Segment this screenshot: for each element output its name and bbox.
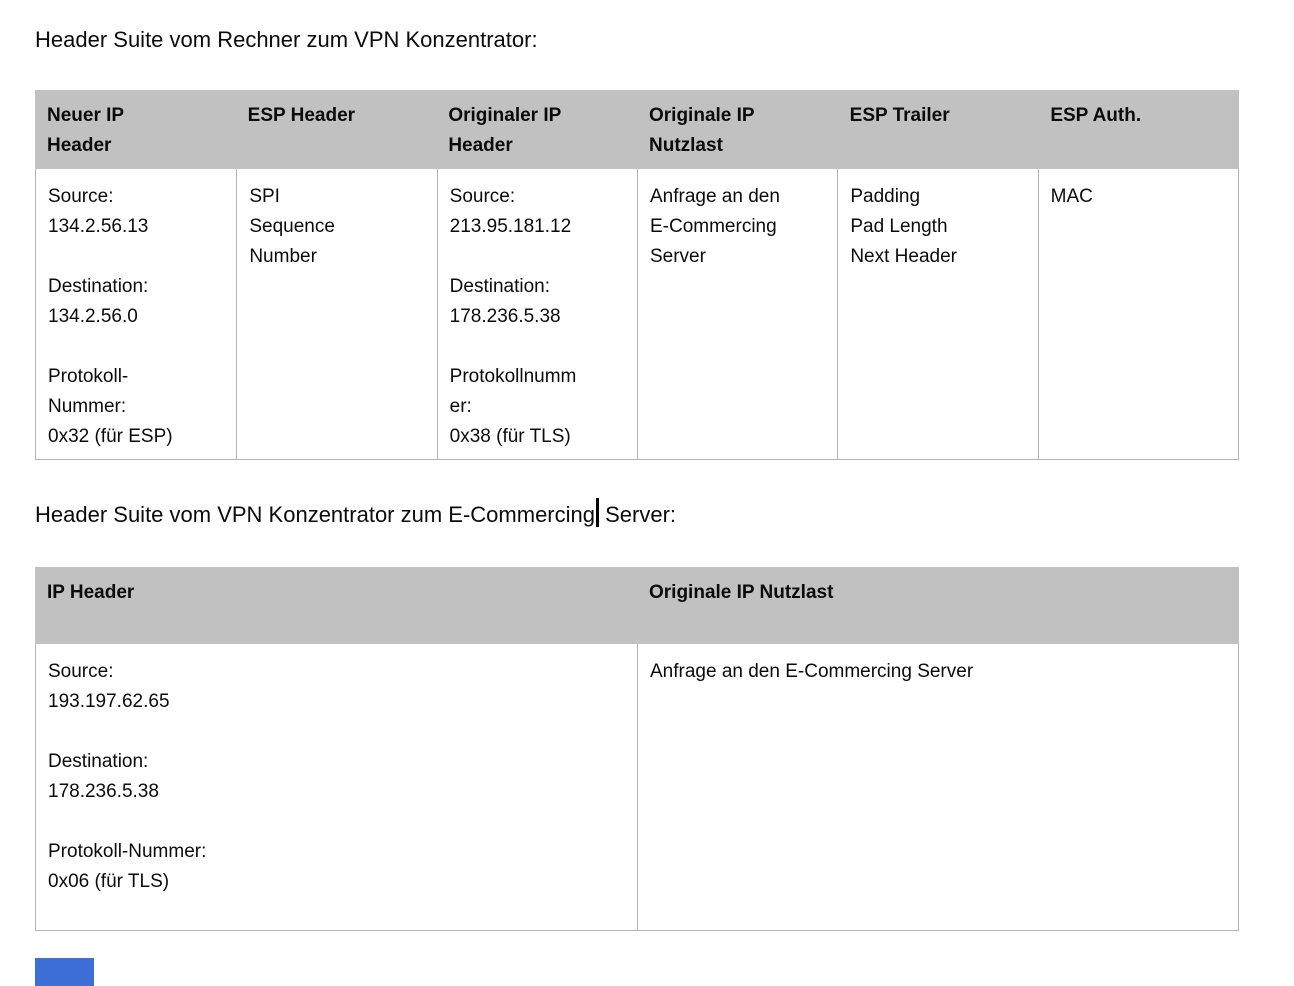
- table1-cell-neuer-ip-header[interactable]: Source: 134.2.56.13 Destination: 134.2.5…: [48, 186, 173, 447]
- table1-header-cell[interactable]: Originale IP Nutzlast: [649, 105, 755, 156]
- table1-cell-originaler-ip-header[interactable]: Source: 213.95.181.12 Destination: 178.2…: [436, 169, 637, 459]
- table2-header-cell[interactable]: Originale IP Nutzlast: [649, 582, 834, 603]
- table-vpn-to-server: IP Header Originale IP Nutzlast Source: …: [35, 567, 1239, 931]
- table-rechner-to-vpn: Neuer IP Header ESP Header Originaler IP…: [35, 90, 1239, 460]
- table1-cell-esp-header[interactable]: SPI Sequence Number: [236, 169, 436, 459]
- table1-cell-originale-ip-nutzlast[interactable]: Anfrage an den E-Commercing Server: [636, 169, 837, 459]
- table2-header-cell[interactable]: IP Header: [47, 582, 135, 603]
- table2-body-row: Source: 193.197.62.65 Destination: 178.2…: [35, 644, 1239, 931]
- table1-header-cell[interactable]: ESP Auth.: [1050, 105, 1142, 126]
- section2-title-after-caret: Server:: [599, 502, 677, 527]
- table1-header-cell[interactable]: Neuer IP Header: [47, 105, 125, 156]
- table1-header-cell[interactable]: ESP Trailer: [849, 105, 950, 126]
- table1-header-cell[interactable]: Originaler IP Header: [448, 105, 562, 156]
- table1-body-row: Source: 134.2.56.13 Destination: 134.2.5…: [35, 169, 1239, 460]
- table1-cell-esp-trailer[interactable]: Padding Pad Length Next Header: [837, 169, 1037, 459]
- section2-title[interactable]: Header Suite vom VPN Konzentrator zum E-…: [35, 498, 1239, 529]
- table1-header-row: Neuer IP Header ESP Header Originaler IP…: [35, 90, 1239, 169]
- text-caret-icon: [596, 498, 599, 527]
- section2-title-before-caret: Header Suite vom VPN Konzentrator zum E-…: [35, 502, 595, 527]
- table2-cell-originale-ip-nutzlast[interactable]: Anfrage an den E-Commercing Server: [637, 644, 1238, 930]
- table1-cell-esp-auth[interactable]: MAC: [1037, 169, 1238, 459]
- document-page: Header Suite vom Rechner zum VPN Konzent…: [35, 0, 1239, 931]
- table1-header-cell[interactable]: ESP Header: [247, 105, 356, 126]
- table2-cell-ip-header[interactable]: Source: 193.197.62.65 Destination: 178.2…: [48, 661, 207, 892]
- table2-header-row: IP Header Originale IP Nutzlast: [35, 567, 1239, 644]
- selection-highlight-icon: [35, 958, 94, 986]
- section1-title[interactable]: Header Suite vom Rechner zum VPN Konzent…: [35, 27, 538, 52]
